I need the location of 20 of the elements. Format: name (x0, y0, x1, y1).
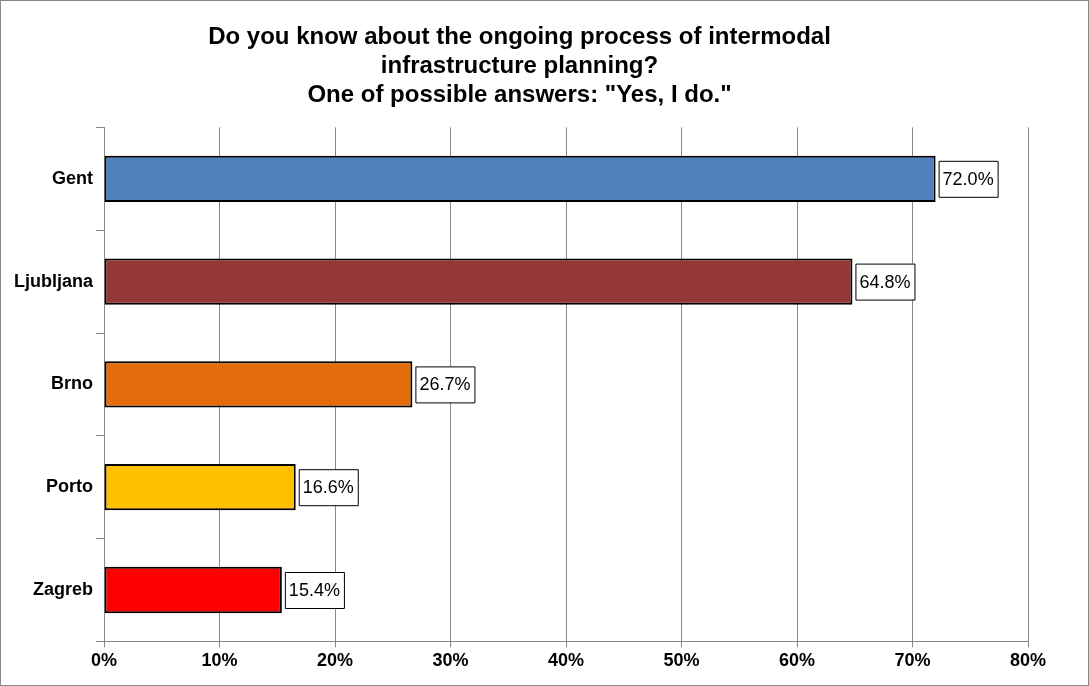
data-label: 64.8% (859, 271, 911, 292)
x-tick-label: 70% (894, 650, 931, 671)
x-tick-label: 20% (316, 650, 354, 671)
x-tick-label: 80% (1009, 650, 1047, 671)
y-tick-label: Porto (46, 476, 93, 497)
x-tick-label: 30% (432, 650, 469, 671)
data-label: 72.0% (942, 168, 994, 189)
data-label: 15.4% (288, 579, 340, 600)
x-tick-label: 60% (778, 650, 816, 671)
y-tick-label: Zagreb (32, 578, 94, 599)
chart-title: Do you know about the ongoing process of intermodal infrastructure planning? One of possible answers: "Yes, I do." (208, 22, 831, 107)
x-tick-label: 10% (201, 650, 238, 671)
x-tick-label: 40% (547, 650, 585, 671)
y-tick-label: Brno (51, 373, 93, 394)
x-tick-label: 50% (663, 650, 700, 671)
data-label: 26.7% (419, 374, 471, 395)
data-label: 16.6% (302, 477, 354, 498)
y-tick-label: Gent (51, 167, 93, 188)
y-tick-label: Ljubljana (13, 270, 94, 291)
x-tick-label: 0% (91, 650, 118, 671)
